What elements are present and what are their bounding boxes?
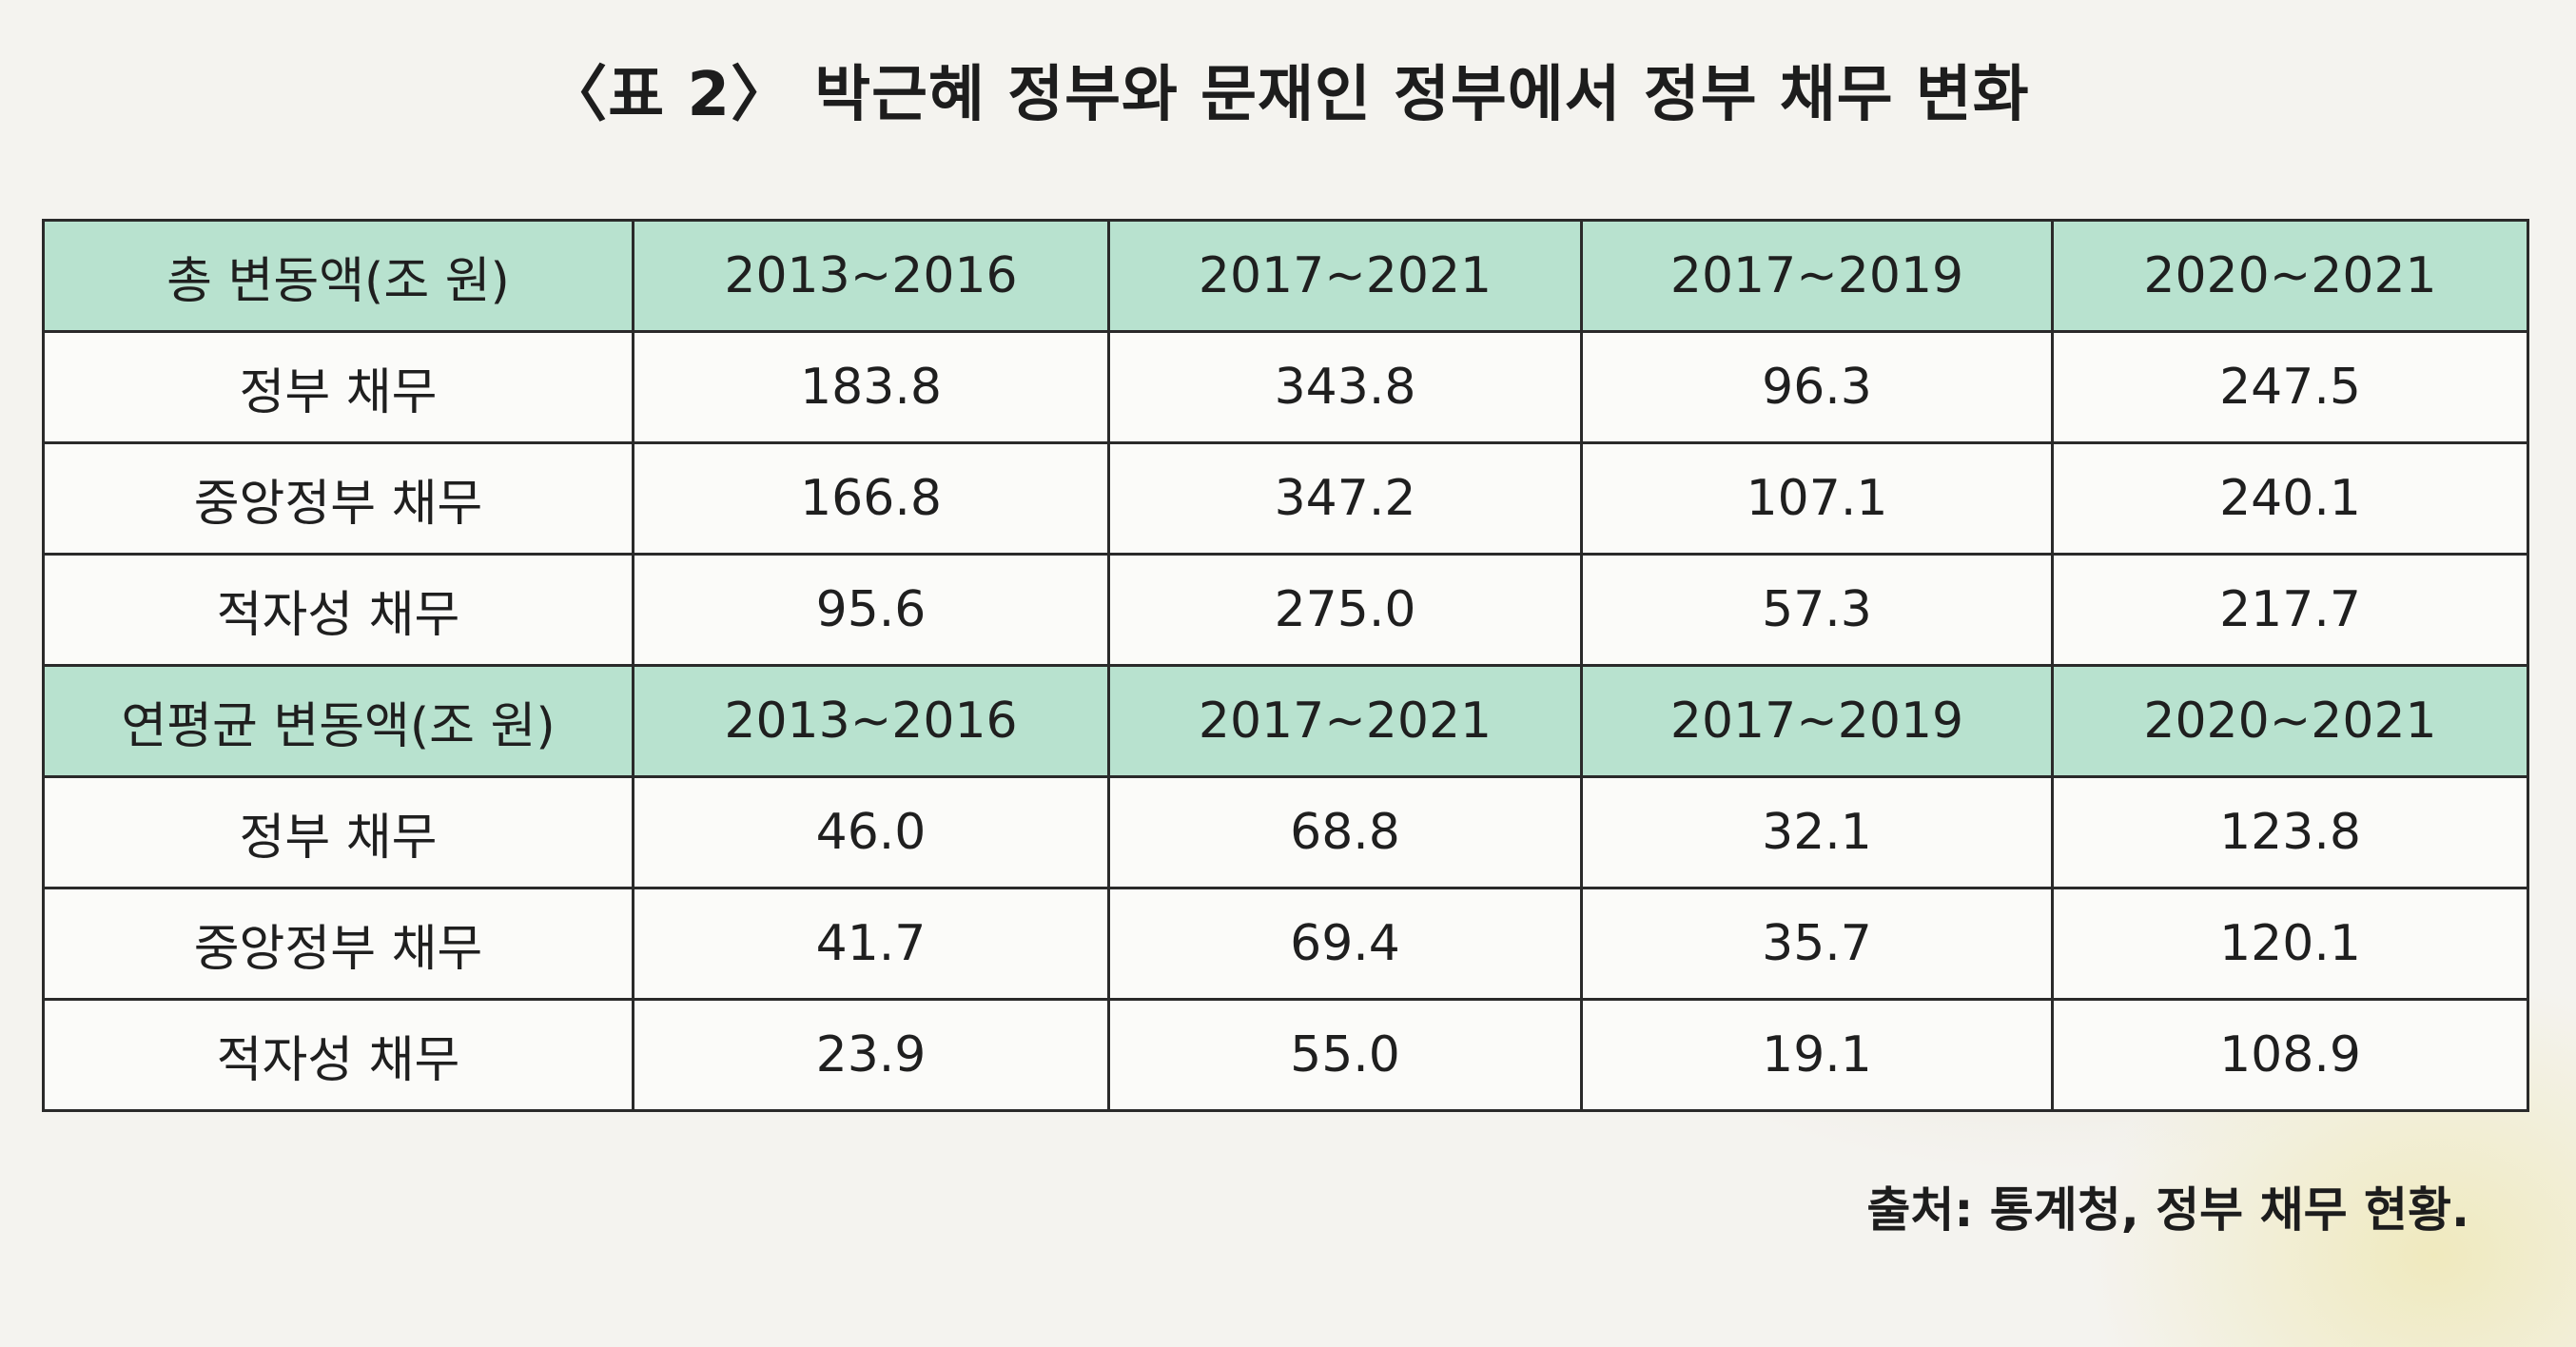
header-cell-period: 2017~2019 (1580, 219, 2054, 333)
table-row: 정부 채무 183.8 343.8 96.3 247.5 (42, 330, 2529, 444)
header-cell-period: 2017~2021 (1107, 664, 1583, 778)
table-cell: 108.9 (2051, 998, 2529, 1112)
table-cell: 240.1 (2051, 441, 2529, 556)
table-header-row-average: 연평균 변동액(조 원) 2013~2016 2017~2021 2017~20… (42, 664, 2529, 778)
debt-change-table: 총 변동액(조 원) 2013~2016 2017~2021 2017~2019… (42, 219, 2529, 1112)
table-cell: 19.1 (1580, 998, 2054, 1112)
table-cell: 343.8 (1107, 330, 1583, 444)
table-cell: 57.3 (1580, 553, 2054, 667)
table-cell: 23.9 (632, 998, 1110, 1112)
table-cell: 123.8 (2051, 775, 2529, 889)
header-cell-category: 연평균 변동액(조 원) (42, 664, 634, 778)
header-cell-category: 총 변동액(조 원) (42, 219, 634, 333)
row-label: 적자성 채무 (42, 998, 634, 1112)
table-cell: 247.5 (2051, 330, 2529, 444)
table-cell: 35.7 (1580, 887, 2054, 1001)
header-cell-period: 2017~2021 (1107, 219, 1583, 333)
table-cell: 347.2 (1107, 441, 1583, 556)
table-row: 적자성 채무 95.6 275.0 57.3 217.7 (42, 553, 2529, 667)
header-cell-period: 2020~2021 (2051, 219, 2529, 333)
table-title: 〈표 2〉 박근혜 정부와 문재인 정부에서 정부 채무 변화 (546, 60, 2030, 130)
table-cell: 120.1 (2051, 887, 2529, 1001)
header-cell-period: 2020~2021 (2051, 664, 2529, 778)
row-label: 정부 채무 (42, 775, 634, 889)
table-cell: 275.0 (1107, 553, 1583, 667)
table-cell: 69.4 (1107, 887, 1583, 1001)
table-cell: 217.7 (2051, 553, 2529, 667)
row-label: 적자성 채무 (42, 553, 634, 667)
header-cell-period: 2013~2016 (632, 664, 1110, 778)
table-cell: 95.6 (632, 553, 1110, 667)
table-cell: 107.1 (1580, 441, 2054, 556)
row-label: 중앙정부 채무 (42, 887, 634, 1001)
table-cell: 41.7 (632, 887, 1110, 1001)
table-row: 정부 채무 46.0 68.8 32.1 123.8 (42, 775, 2529, 889)
header-cell-period: 2013~2016 (632, 219, 1110, 333)
table-cell: 68.8 (1107, 775, 1583, 889)
row-label: 정부 채무 (42, 330, 634, 444)
source-note: 출처: 통계청, 정부 채무 현황. (1866, 1182, 2469, 1238)
table-cell: 46.0 (632, 775, 1110, 889)
table-cell: 166.8 (632, 441, 1110, 556)
table-row: 중앙정부 채무 166.8 347.2 107.1 240.1 (42, 441, 2529, 556)
table-row: 적자성 채무 23.9 55.0 19.1 108.9 (42, 998, 2529, 1112)
table-row: 중앙정부 채무 41.7 69.4 35.7 120.1 (42, 887, 2529, 1001)
table-cell: 183.8 (632, 330, 1110, 444)
table-cell: 96.3 (1580, 330, 2054, 444)
table-cell: 32.1 (1580, 775, 2054, 889)
table-header-row-total: 총 변동액(조 원) 2013~2016 2017~2021 2017~2019… (42, 219, 2529, 333)
table-cell: 55.0 (1107, 998, 1583, 1112)
header-cell-period: 2017~2019 (1580, 664, 2054, 778)
row-label: 중앙정부 채무 (42, 441, 634, 556)
debt-table-container: 총 변동액(조 원) 2013~2016 2017~2021 2017~2019… (42, 219, 2529, 1112)
